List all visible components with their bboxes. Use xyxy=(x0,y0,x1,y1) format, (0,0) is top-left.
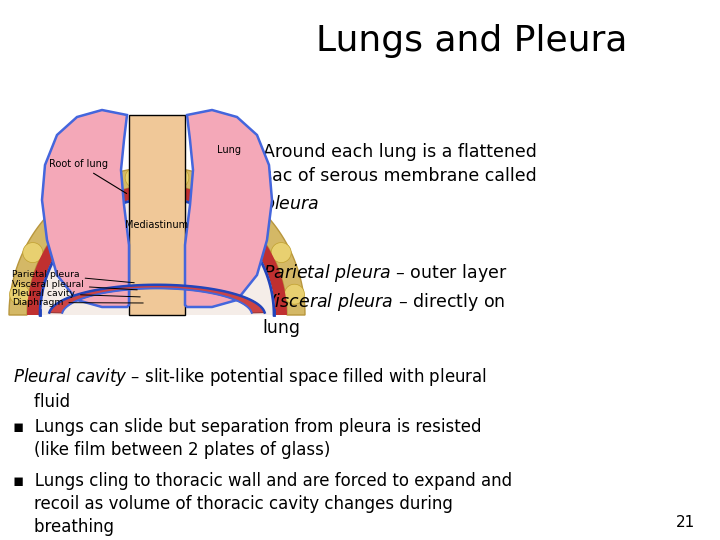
Circle shape xyxy=(210,181,230,201)
Polygon shape xyxy=(9,167,305,315)
Circle shape xyxy=(169,168,189,188)
Circle shape xyxy=(246,207,266,227)
Polygon shape xyxy=(27,185,287,315)
Text: Diaphragm: Diaphragm xyxy=(12,298,143,307)
FancyBboxPatch shape xyxy=(129,115,185,315)
Text: Lung: Lung xyxy=(217,145,241,155)
Text: $\mathbf{\mathit{Parietal\ pleura}}$ – outer layer
$\mathbf{\mathit{Visceral\ pl: $\mathbf{\mathit{Parietal\ pleura}}$ – o… xyxy=(263,262,507,338)
Text: ▪  Lungs cling to thoracic wall and are forced to expand and
    recoil as volum: ▪ Lungs cling to thoracic wall and are f… xyxy=(13,472,512,536)
Text: 21: 21 xyxy=(675,515,695,530)
Text: Root of lung: Root of lung xyxy=(49,159,127,193)
Polygon shape xyxy=(50,285,265,313)
Circle shape xyxy=(284,284,305,304)
Text: Lungs and Pleura: Lungs and Pleura xyxy=(316,24,627,58)
Polygon shape xyxy=(185,110,272,307)
Circle shape xyxy=(84,181,104,201)
Text: Mediastinum: Mediastinum xyxy=(125,220,189,230)
Circle shape xyxy=(9,284,30,304)
Circle shape xyxy=(48,207,68,227)
Text: $\mathbf{\mathit{Pleural\ cavity}}$ – slit-like potential space filled with pleu: $\mathbf{\mathit{Pleural\ cavity}}$ – sl… xyxy=(13,366,487,411)
Text: Pleural cavity: Pleural cavity xyxy=(12,289,140,298)
Text: Parietal pleura: Parietal pleura xyxy=(12,270,134,283)
Text: Around each lung is a flattened
sac of serous membrane called
$\mathbf{\mathit{p: Around each lung is a flattened sac of s… xyxy=(263,143,536,214)
Circle shape xyxy=(271,242,291,262)
Polygon shape xyxy=(39,197,275,315)
Circle shape xyxy=(23,242,42,262)
Text: ▪  Lungs can slide but separation from pleura is resisted
    (like film between: ▪ Lungs can slide but separation from pl… xyxy=(13,418,482,460)
Circle shape xyxy=(125,168,145,188)
Polygon shape xyxy=(42,110,129,307)
Text: Visceral pleural: Visceral pleural xyxy=(12,280,138,290)
